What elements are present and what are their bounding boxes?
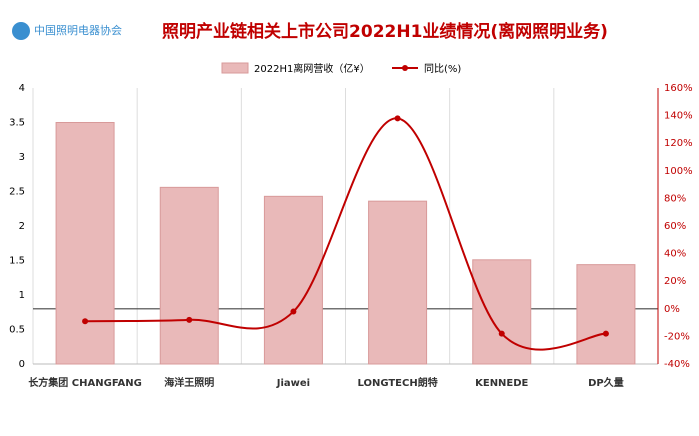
y2-tick-label: 0%: [664, 304, 680, 315]
y-tick-label: 2: [19, 221, 25, 232]
x-tick-label: DP久量: [588, 376, 624, 389]
x-tick-label: KENNEDE: [475, 378, 528, 389]
line-marker: [498, 330, 505, 337]
y-tick-label: 2.5: [9, 187, 25, 198]
y2-tick-label: 40%: [664, 249, 686, 260]
bar: [368, 200, 428, 365]
y-tick-label: 4: [19, 83, 25, 94]
x-tick-label: LONGTECH朗特: [357, 376, 437, 389]
y2-tick-label: 120%: [664, 138, 693, 149]
line-marker: [602, 330, 609, 337]
y-tick-label: 1.5: [9, 256, 25, 267]
legend-swatch: [221, 62, 249, 74]
bar: [159, 186, 219, 365]
logo-text: 中国照明电器协会: [34, 23, 122, 37]
y2-tick-label: 100%: [664, 166, 693, 177]
legend-label: 同比(%): [424, 63, 461, 75]
x-tick-label: 海洋王照明: [164, 376, 214, 389]
bar: [55, 122, 115, 365]
y-tick-label: 0.5: [9, 325, 25, 336]
line-marker: [82, 318, 89, 325]
x-tick-label: 长方集团 CHANGFANG: [28, 376, 142, 389]
y2-tick-label: -40%: [664, 359, 690, 370]
y2-tick-label: 80%: [664, 193, 686, 204]
line-marker: [394, 115, 401, 122]
y2-tick-label: 20%: [664, 276, 686, 287]
line-marker: [186, 316, 193, 323]
line-marker: [290, 308, 297, 315]
chart-title: 照明产业链相关上市公司2022H1业绩情况(离网照明业务): [162, 21, 608, 42]
bar: [472, 259, 532, 365]
y2-tick-label: 60%: [664, 221, 686, 232]
y-tick-label: 3: [19, 152, 25, 163]
y-tick-label: 0: [19, 359, 25, 370]
y2-tick-label: -20%: [664, 331, 690, 342]
y2-tick-label: 140%: [664, 111, 693, 122]
x-tick-label: Jiawei: [276, 378, 310, 389]
y2-tick-label: 160%: [664, 83, 693, 94]
y-tick-label: 3.5: [9, 118, 25, 129]
logo-icon: [12, 22, 30, 40]
y-tick-label: 1: [19, 290, 25, 301]
bar: [576, 264, 636, 365]
legend-label: 2022H1离网营收（亿¥）: [254, 62, 370, 75]
legend-marker: [402, 65, 408, 71]
